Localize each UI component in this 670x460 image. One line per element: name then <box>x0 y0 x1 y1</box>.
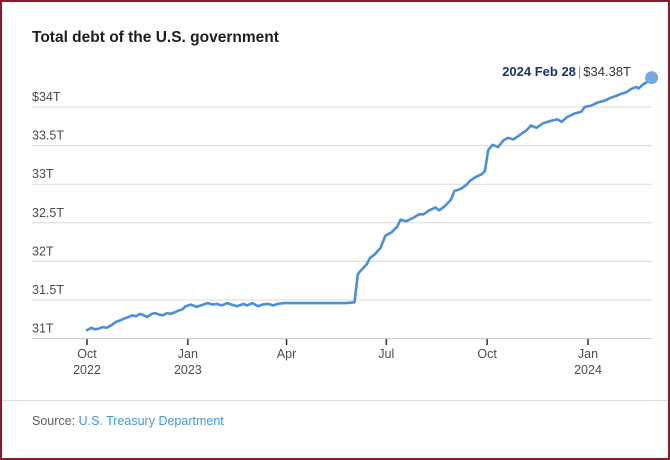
x-axis-label-month: Jan <box>178 347 198 361</box>
footer-divider <box>2 400 668 401</box>
y-axis-label: 33T <box>32 167 54 181</box>
debt-series-line <box>85 76 653 332</box>
y-axis-label: $34T <box>32 90 61 104</box>
x-axis-label-month: Oct <box>77 347 97 361</box>
source-link[interactable]: U.S. Treasury Department <box>78 414 224 428</box>
y-axis-label: 32T <box>32 244 54 258</box>
annotation-value: $34.38T <box>583 64 631 79</box>
annotation-separator: | <box>577 64 582 79</box>
x-axis-label-year: 2024 <box>574 363 602 377</box>
x-axis-label-month: Jul <box>378 347 394 361</box>
latest-point-dot <box>645 71 659 85</box>
source-prefix: Source: <box>32 414 79 428</box>
x-axis-label-month: Jan <box>578 347 598 361</box>
x-axis-label-year: 2022 <box>73 363 101 377</box>
x-axis-label-month: Apr <box>277 347 296 361</box>
x-axis-label-year: 2023 <box>174 363 202 377</box>
annotation-date: 2024 Feb 28 <box>502 64 576 79</box>
x-axis-label-month: Oct <box>477 347 497 361</box>
y-axis-label: 31T <box>32 322 54 336</box>
y-axis-label: 33.5T <box>32 129 64 143</box>
chart-title: Total debt of the U.S. government <box>32 29 279 46</box>
y-axis-label: 31.5T <box>32 283 64 297</box>
latest-point-annotation: 2024 Feb 28 | $34.38T <box>502 64 631 79</box>
y-axis-label: 32.5T <box>32 206 64 220</box>
source-line: Source: U.S. Treasury Department <box>32 414 224 428</box>
